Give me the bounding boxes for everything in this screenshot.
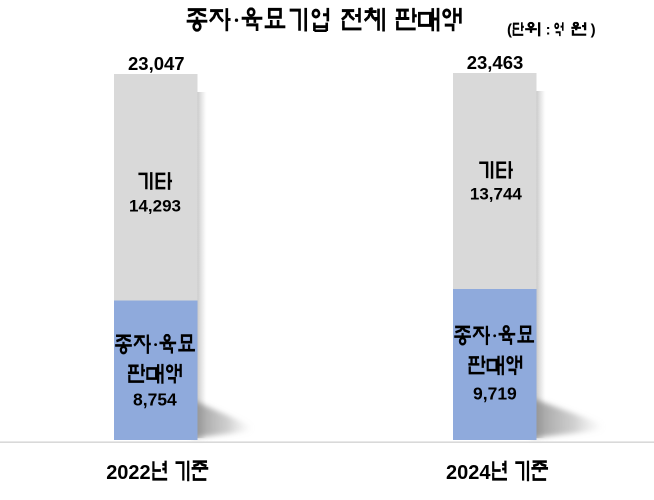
svg-text:(: ( <box>507 22 512 39</box>
svg-text:8,754: 8,754 <box>133 390 177 410</box>
svg-text:2024: 2024 <box>446 462 491 484</box>
svg-text:): ) <box>591 22 596 39</box>
svg-text::: : <box>546 22 551 39</box>
svg-text:13,744: 13,744 <box>470 185 523 204</box>
svg-text:9,719: 9,719 <box>473 383 517 403</box>
svg-text:23,463: 23,463 <box>467 52 524 73</box>
svg-text:23,047: 23,047 <box>128 53 185 74</box>
svg-text:14,293: 14,293 <box>129 197 181 216</box>
svg-text:2022: 2022 <box>106 462 151 484</box>
